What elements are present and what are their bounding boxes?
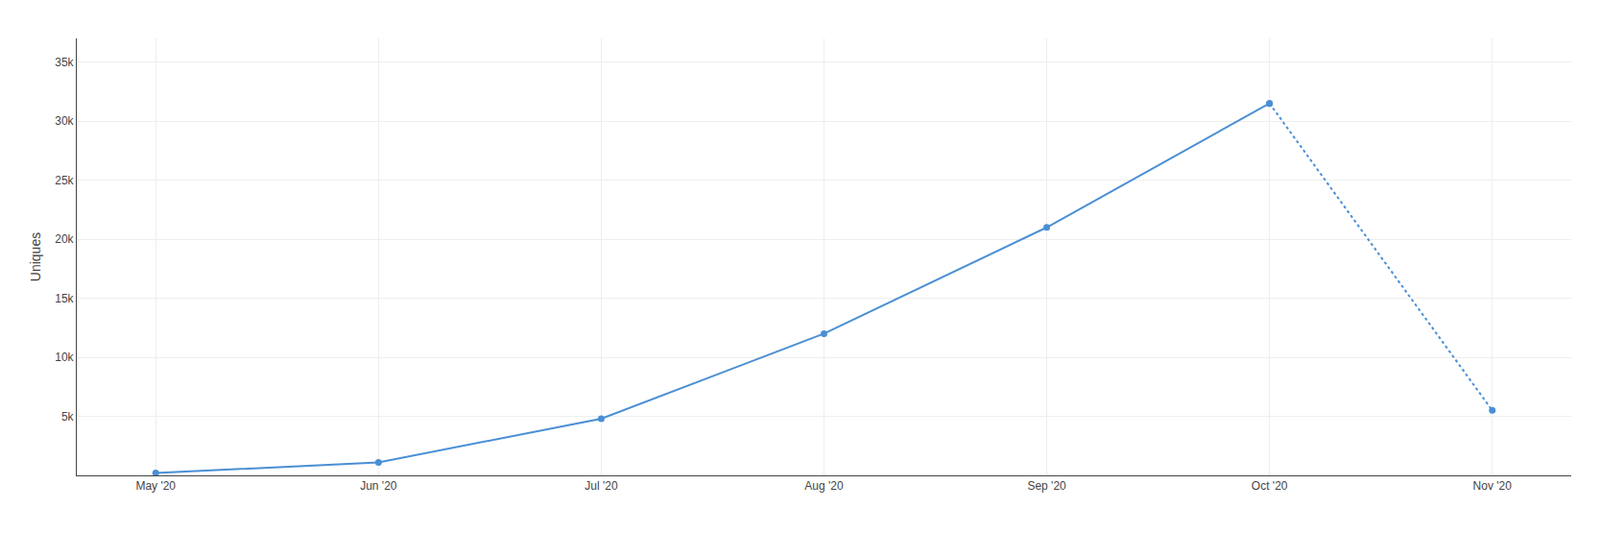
svg-text:Jun '20: Jun '20: [359, 478, 398, 493]
svg-text:Aug '20: Aug '20: [804, 478, 844, 493]
svg-text:25k: 25k: [54, 173, 74, 188]
svg-text:Jul '20: Jul '20: [584, 478, 619, 493]
svg-text:5k: 5k: [61, 409, 75, 424]
svg-text:35k: 35k: [54, 55, 74, 70]
svg-text:30k: 30k: [54, 114, 74, 128]
svg-text:Nov '20: Nov '20: [1473, 478, 1513, 493]
svg-text:15k: 15k: [54, 291, 74, 306]
svg-text:Oct '20: Oct '20: [1251, 478, 1289, 493]
svg-text:20k: 20k: [54, 232, 74, 246]
svg-text:Uniques: Uniques: [27, 232, 44, 282]
svg-text:Sep '20: Sep '20: [1026, 478, 1067, 493]
svg-text:10k: 10k: [54, 350, 74, 364]
svg-text:May '20: May '20: [135, 478, 176, 493]
